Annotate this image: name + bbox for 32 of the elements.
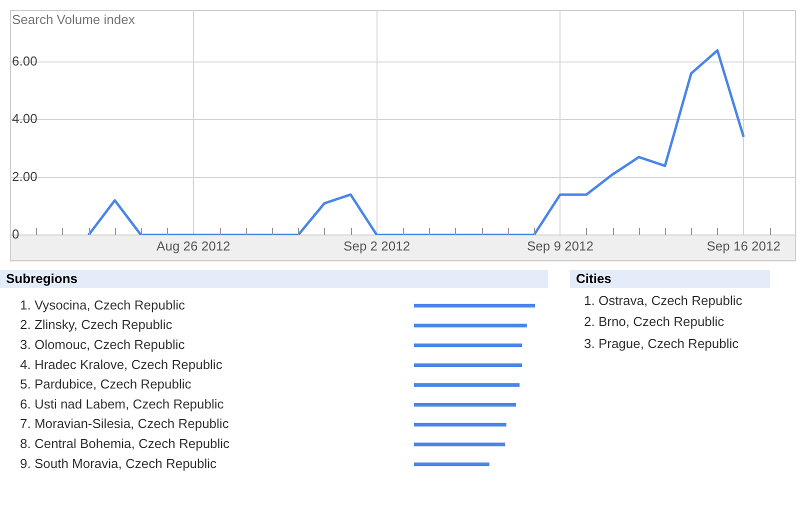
text: 2. Brno, Czech Republic <box>583 313 726 332</box>
x-tick-label: Sep 9 2012 <box>526 238 594 254</box>
bar <box>414 422 506 426</box>
y-tick-label: 0 <box>12 226 20 242</box>
bar <box>414 304 535 308</box>
bar <box>414 344 522 348</box>
x-tick-label: Aug 26 2012 <box>156 238 230 254</box>
y-tick-label: 9. South Moravia, Czech Republic <box>20 456 218 471</box>
y-tick-label: 3. Olomouc, Czech Republic <box>20 336 186 352</box>
x-tick-label: Sep 16 2012 <box>706 238 780 254</box>
text: Subregions <box>0 270 548 288</box>
bar <box>414 363 522 368</box>
bar <box>414 383 520 387</box>
x-tick-label: Sep 2 2012 <box>344 238 410 254</box>
y-tick-label: 2.00 <box>12 168 38 184</box>
bar <box>414 462 490 466</box>
text: Cities <box>570 270 770 288</box>
y-tick-label: 5. Pardubice, Czech Republic <box>20 376 192 392</box>
text: 1. Ostrava, Czech Republic <box>583 292 744 310</box>
bar <box>414 442 506 446</box>
y-tick-label: 7. Moravian-Silesia, Czech Republic <box>20 416 230 432</box>
y-tick-label: 6. Usti nad Labem, Czech Republic <box>20 396 224 412</box>
y-tick-label: 8. Central Bohemia, Czech Republic <box>20 436 230 452</box>
y-axis-title: Search Volume index <box>12 12 136 28</box>
y-tick-label: 6.00 <box>12 54 38 68</box>
text: 3. Prague, Czech Republic <box>583 334 740 353</box>
y-tick-label: 1. Vysocina, Czech Republic <box>20 297 186 312</box>
bar <box>414 324 527 328</box>
y-tick-label: 4.00 <box>12 111 38 126</box>
bar <box>414 402 516 407</box>
y-tick-label: 2. Zlinsky, Czech Republic <box>20 317 173 332</box>
y-tick-label: 4. Hradec Kralove, Czech Republic <box>20 356 223 372</box>
